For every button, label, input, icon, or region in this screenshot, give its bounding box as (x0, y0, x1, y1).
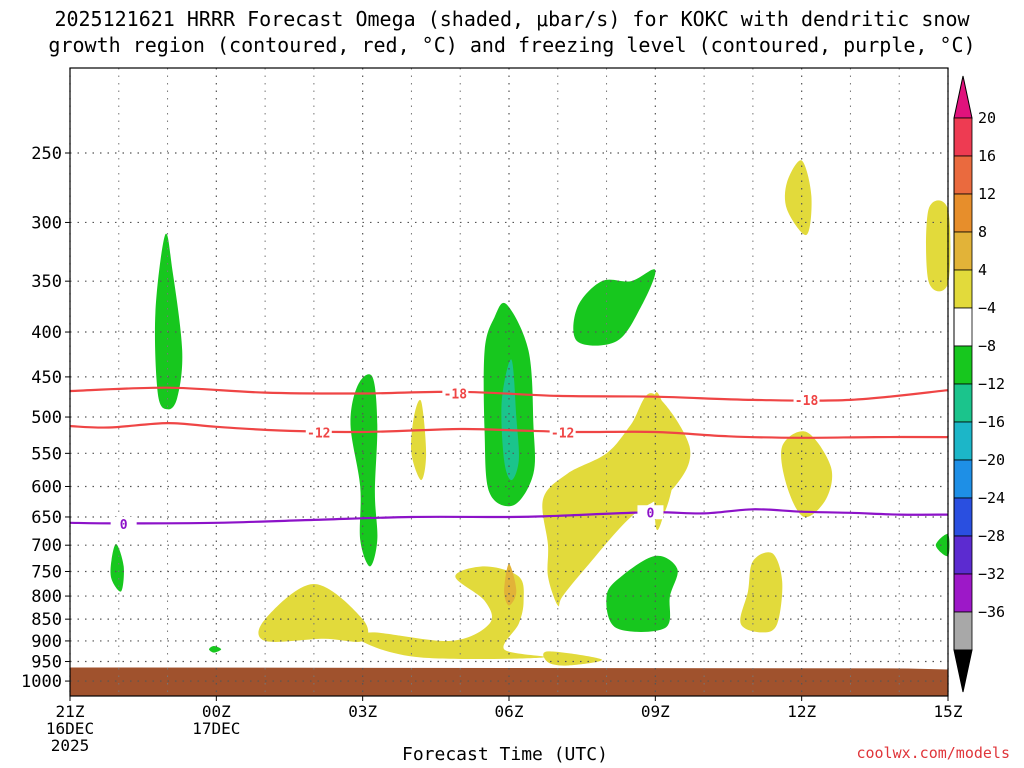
terrain-surface (70, 667, 948, 696)
colorbar-swatch-0 (953, 117, 973, 157)
contour-line-2 (69, 508, 949, 525)
colorbar-label-5: −4 (978, 299, 996, 317)
contour-label-2-1: 0 (647, 506, 655, 521)
x-tick-label-0-2: 2025 (51, 736, 90, 755)
colorbar-swatch-13 (953, 611, 973, 651)
contour-label-2-0: 0 (120, 518, 128, 533)
colorbar-top-arrow (953, 75, 973, 119)
y-tick-label-650: 650 (31, 508, 62, 528)
omega-region-8 (935, 533, 950, 557)
x-tick-label-15-0: 12Z (787, 702, 816, 721)
colorbar-swatch-3 (953, 231, 973, 271)
colorbar-swatch-10 (953, 497, 973, 537)
x-axis-label: Forecast Time (UTC) (402, 744, 608, 765)
omega-region-17 (504, 563, 517, 606)
colorbar-label-10: −24 (978, 489, 1005, 507)
colorbar-swatch-11 (953, 535, 973, 575)
colorbar-swatch-1 (953, 155, 973, 195)
colorbar-swatch-5 (953, 307, 973, 347)
colorbar-label-13: −36 (978, 603, 1005, 621)
colorbar-swatch-2 (953, 193, 973, 233)
contour-label-bg (305, 425, 332, 440)
omega-region-12 (926, 200, 951, 292)
omega-region-1 (110, 544, 124, 592)
x-tick-label-18-0: 15Z (934, 702, 963, 721)
colorbar-swatch-7 (953, 383, 973, 423)
omega-region-13 (740, 552, 783, 633)
colorbar-swatch-6 (953, 345, 973, 385)
source-credit[interactable]: coolwx.com/models (856, 744, 1010, 762)
y-tick-label-350: 350 (31, 272, 62, 292)
colorbar-swatch-4 (953, 269, 973, 309)
colorbar-swatch-8 (953, 421, 973, 461)
omega-region-16 (358, 566, 546, 660)
y-tick-label-550: 550 (31, 444, 62, 464)
omega-region-5 (501, 359, 519, 481)
contour-label-bg (442, 386, 469, 401)
x-tick-label-3-1: 17DEC (192, 719, 240, 738)
chart-title-line1: 2025121621 HRRR Forecast Omega (shaded, … (54, 7, 970, 31)
colorbar-bottom-arrow (953, 649, 973, 693)
x-tick-label-3-0: 00Z (202, 702, 231, 721)
y-tick-label-500: 500 (31, 408, 62, 428)
colorbar-label-11: −28 (978, 527, 1005, 545)
y-tick-label-300: 300 (31, 213, 62, 233)
colorbar-label-0: 20 (978, 109, 996, 127)
colorbar-label-3: 8 (978, 223, 987, 241)
y-tick-label-250: 250 (31, 144, 62, 164)
y-tick-label-750: 750 (31, 562, 62, 582)
contour-label-1-0: -12 (307, 427, 330, 442)
x-tick-label-0-0: 21Z (56, 702, 85, 721)
contour-line-1 (69, 421, 949, 439)
omega-region-15 (258, 584, 369, 642)
y-tick-label-1000: 1000 (21, 672, 62, 692)
y-tick-label-450: 450 (31, 368, 62, 388)
contour-label-bg (793, 392, 820, 407)
omega-region-10 (781, 431, 833, 518)
contour-label-0-1: -18 (795, 394, 819, 409)
omega-region-11 (784, 160, 812, 236)
colorbar-label-8: −16 (978, 413, 1005, 431)
y-tick-label-850: 850 (31, 610, 62, 630)
colorbar-label-2: 12 (978, 185, 996, 203)
contour-label-0-0: -18 (444, 387, 468, 402)
y-tick-label-600: 600 (31, 477, 62, 497)
y-tick-label-400: 400 (31, 323, 62, 343)
chart-title: 2025121621 HRRR Forecast Omega (shaded, … (0, 6, 1024, 58)
x-tick-label-12-0: 09Z (641, 702, 670, 721)
omega-region-7 (606, 555, 678, 632)
y-tick-label-950: 950 (31, 653, 62, 673)
x-tick-label-0-1: 16DEC (46, 719, 94, 738)
colorbar-label-6: −8 (978, 337, 996, 355)
colorbar-label-12: −32 (978, 565, 1005, 583)
contour-label-bg (549, 425, 576, 440)
omega-region-14 (411, 399, 427, 481)
colorbar-label-4: 4 (978, 261, 987, 279)
x-tick-label-9-0: 06Z (495, 702, 524, 721)
contour-label-1-1: -12 (551, 427, 574, 442)
y-tick-label-700: 700 (31, 536, 62, 556)
y-tick-label-800: 800 (31, 587, 62, 607)
colorbar-swatch-12 (953, 573, 973, 613)
colorbar-label-7: −12 (978, 375, 1005, 393)
contour-label-bg (110, 516, 137, 531)
omega-region-6 (573, 269, 656, 346)
omega-region-2 (209, 646, 222, 653)
colorbar-swatch-9 (953, 459, 973, 499)
omega-region-0 (154, 233, 183, 410)
x-tick-label-6-0: 03Z (348, 702, 377, 721)
colorbar-label-1: 16 (978, 147, 996, 165)
contour-label-bg (637, 505, 664, 520)
colorbar-label-9: −20 (978, 451, 1005, 469)
y-tick-label-900: 900 (31, 632, 62, 652)
omega-region-19 (653, 392, 679, 531)
chart-title-line2: growth region (contoured, red, °C) and f… (48, 33, 976, 57)
